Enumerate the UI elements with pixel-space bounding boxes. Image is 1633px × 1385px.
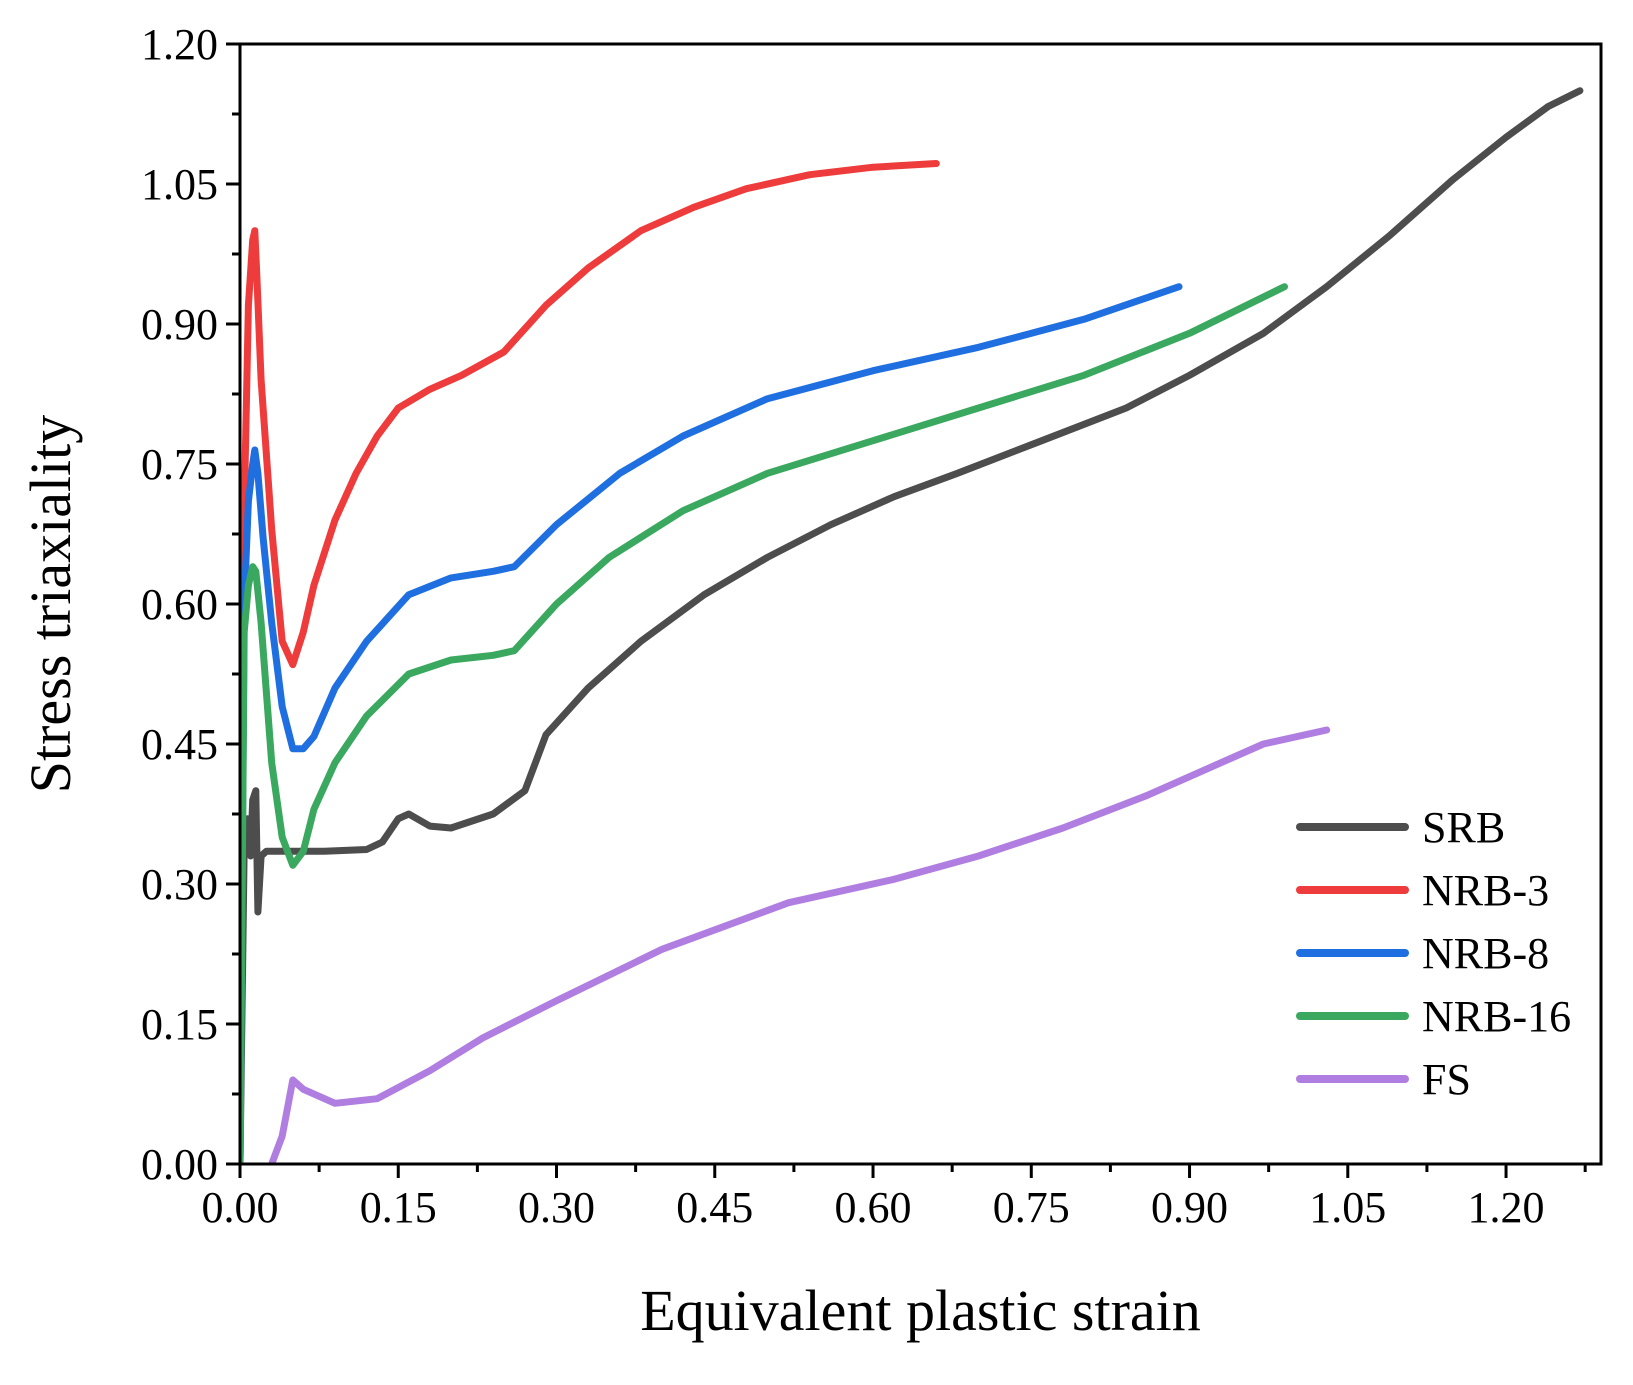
legend-entry-fs: FS — [1296, 1055, 1471, 1104]
axis-ticks — [226, 42, 1587, 1178]
series-line-nrb-3 — [240, 160, 940, 1164]
series-line-nrb-8 — [240, 283, 1183, 1164]
x-tick-label: 0.30 — [518, 1183, 595, 1232]
y-tick-label: 0.60 — [141, 580, 218, 629]
y-tick-label: 0.45 — [141, 720, 218, 769]
legend-label: FS — [1422, 1055, 1471, 1104]
y-tick-label: 0.75 — [141, 440, 218, 489]
x-tick-label: 0.90 — [1151, 1183, 1228, 1232]
series-line-srb — [240, 87, 1584, 1164]
legend-entry-srb: SRB — [1296, 803, 1505, 852]
x-axis-title: Equivalent plastic strain — [640, 1278, 1201, 1343]
y-tick-label: 0.00 — [141, 1140, 218, 1189]
y-tick-label: 0.90 — [141, 300, 218, 349]
x-tick-label: 1.20 — [1468, 1183, 1545, 1232]
legend-label: SRB — [1422, 803, 1505, 852]
x-tick-label: 0.15 — [360, 1183, 437, 1232]
legend-entry-nrb-3: NRB-3 — [1296, 866, 1549, 915]
x-tick-label: 1.05 — [1309, 1183, 1386, 1232]
series-layer — [240, 87, 1584, 1164]
series-line-fs — [268, 726, 1331, 1164]
x-tick-label: 0.00 — [202, 1183, 279, 1232]
x-tick-label: 0.60 — [835, 1183, 912, 1232]
series-line-nrb-16 — [240, 283, 1288, 1164]
y-tick-labels: 0.00 0.15 0.30 0.45 0.60 0.75 0.90 1.05 … — [141, 20, 218, 1189]
x-tick-label: 0.75 — [993, 1183, 1070, 1232]
plot-frame — [238, 42, 1603, 1166]
y-tick-label: 1.20 — [141, 20, 218, 69]
x-tick-labels: 0.00 0.15 0.30 0.45 0.60 0.75 0.90 1.05 … — [202, 1183, 1545, 1232]
legend: SRB NRB-3 NRB-8 NRB-16 FS — [1296, 803, 1571, 1104]
x-tick-label: 0.45 — [676, 1183, 753, 1232]
legend-label: NRB-3 — [1422, 866, 1549, 915]
legend-entry-nrb-8: NRB-8 — [1296, 929, 1549, 978]
legend-label: NRB-8 — [1422, 929, 1549, 978]
legend-entry-nrb-16: NRB-16 — [1296, 992, 1571, 1041]
y-axis-title: Stress triaxiality — [18, 415, 83, 794]
legend-label: NRB-16 — [1422, 992, 1571, 1041]
y-tick-label: 0.15 — [141, 1000, 218, 1049]
y-tick-label: 1.05 — [141, 160, 218, 209]
y-tick-label: 0.30 — [141, 860, 218, 909]
